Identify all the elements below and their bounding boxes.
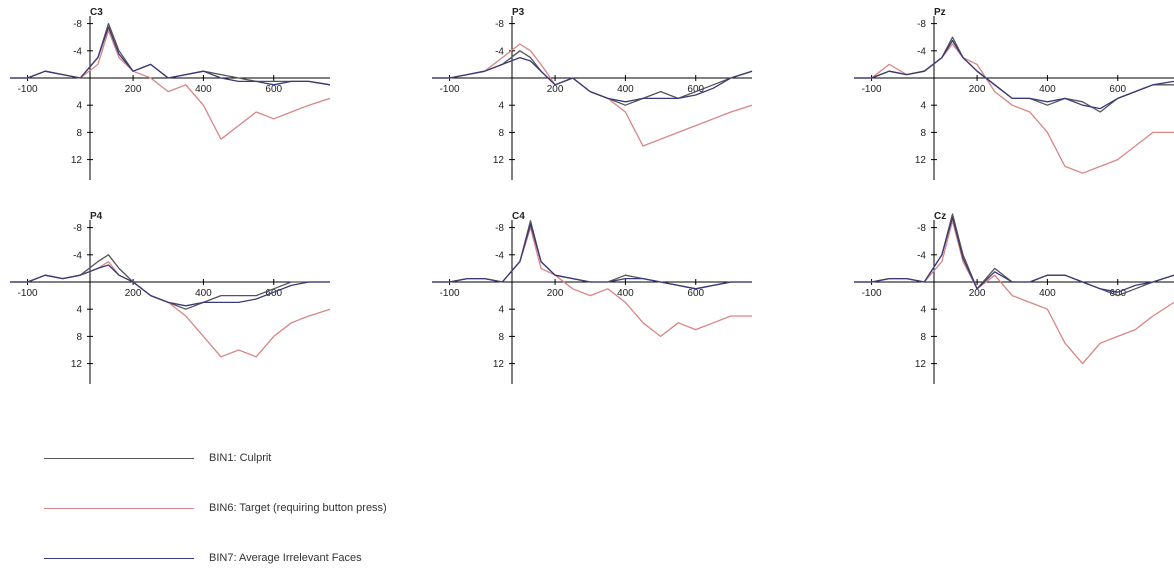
legend-item-irrelevant-faces: BIN7: Average Irrelevant Faces	[44, 548, 362, 568]
legend-label: BIN7: Average Irrelevant Faces	[209, 552, 362, 564]
legend-item-culprit: BIN1: Culprit	[44, 448, 271, 468]
panel-c3: C3 -8 -4 4 8 12 -100 200 400 600	[10, 7, 331, 180]
y-tick-label: 12	[915, 155, 927, 166]
y-tick-label: -8	[917, 19, 926, 30]
legend-swatch-target	[44, 507, 194, 509]
x-tick-label: 200	[547, 84, 564, 95]
series-line-p4-2	[10, 260, 331, 358]
series-line-p3-3	[432, 56, 753, 103]
panel-title: C4	[512, 211, 525, 222]
series-line-cz-1	[854, 213, 1174, 297]
y-tick-label: -4	[73, 250, 82, 261]
x-tick-label: 200	[547, 288, 564, 299]
legend-swatch-culprit	[44, 457, 194, 459]
y-tick-label: 8	[498, 128, 504, 139]
y-tick-label: 8	[498, 332, 504, 343]
erp-panel-grid: C3 -8 -4 4 8 12 -100 200 400 600 P3 -8 -4 4 8 12 -100 200…	[10, 7, 1174, 384]
x-tick-label: 400	[1039, 84, 1056, 95]
y-tick-label: -8	[495, 19, 504, 30]
series-line-pz-2	[854, 43, 1174, 174]
y-tick-label: -8	[73, 223, 82, 234]
y-tick-label: 4	[920, 305, 926, 316]
y-tick-label: 4	[76, 305, 82, 316]
x-tick-label: 200	[969, 84, 986, 95]
y-tick-label: 12	[493, 155, 505, 166]
x-tick-label: -100	[18, 84, 38, 95]
x-tick-label: -100	[440, 288, 460, 299]
panel-title: Cz	[934, 211, 946, 222]
x-tick-label: -100	[440, 84, 460, 95]
x-tick-label: 400	[195, 288, 212, 299]
y-tick-label: 4	[498, 101, 504, 112]
panel-pz: Pz -8 -4 4 8 12 -100 200 400 600	[854, 7, 1174, 180]
panel-title: P3	[512, 7, 525, 18]
x-tick-label: -100	[862, 84, 882, 95]
y-tick-label: 4	[920, 101, 926, 112]
series-line-pz-3	[854, 39, 1174, 110]
y-tick-label: -4	[73, 46, 82, 57]
y-tick-label: 8	[920, 128, 926, 139]
x-tick-label: 600	[265, 84, 282, 95]
y-tick-label: 8	[920, 332, 926, 343]
series-line-p4-3	[10, 264, 330, 307]
y-tick-label: 8	[76, 128, 82, 139]
y-tick-label: -4	[495, 250, 504, 261]
y-tick-label: 12	[71, 155, 83, 166]
panel-title: C3	[90, 7, 103, 18]
panel-c4: C4 -8 -4 4 8 12 -100 200 400 600	[432, 211, 752, 384]
series-line-p3-2	[432, 43, 753, 147]
panel-title: P4	[90, 211, 103, 222]
series-line-pz-1	[854, 36, 1174, 113]
legend-label: BIN6: Target (requiring button press)	[209, 502, 387, 514]
series-line-cz-3	[854, 216, 1174, 293]
y-tick-label: 4	[76, 101, 82, 112]
y-tick-label: -4	[495, 46, 504, 57]
legend: BIN1: Culprit BIN6: Target (requiring bu…	[44, 440, 644, 572]
x-tick-label: 400	[1039, 288, 1056, 299]
x-tick-label: 600	[1109, 288, 1126, 299]
legend-item-target: BIN6: Target (requiring button press)	[44, 498, 387, 518]
x-tick-label: 400	[617, 84, 634, 95]
series-line-c3-3	[10, 26, 331, 86]
y-tick-label: -4	[917, 250, 926, 261]
x-tick-label: 200	[125, 288, 142, 299]
x-tick-label: 600	[265, 288, 282, 299]
panel-title: Pz	[934, 7, 946, 18]
series-line-c3-1	[10, 22, 331, 86]
x-tick-label: 600	[687, 84, 704, 95]
y-tick-label: -8	[73, 19, 82, 30]
panel-p4: P4 -8 -4 4 8 12 -100 200 400 600	[10, 211, 331, 384]
y-tick-label: 12	[71, 359, 83, 370]
legend-swatch-irrelevant-faces	[44, 557, 194, 559]
y-tick-label: 12	[493, 359, 505, 370]
panel-p3: P3 -8 -4 4 8 12 -100 200 400 600	[432, 7, 753, 180]
y-tick-label: -8	[917, 223, 926, 234]
y-tick-label: -8	[495, 223, 504, 234]
x-tick-label: 200	[969, 288, 986, 299]
y-tick-label: 8	[76, 332, 82, 343]
panel-cz: Cz -8 -4 4 8 12 -100 200 400 600	[854, 211, 1174, 384]
x-tick-label: 400	[195, 84, 212, 95]
y-tick-label: 4	[498, 305, 504, 316]
legend-label: BIN1: Culprit	[209, 452, 272, 464]
x-tick-label: -100	[862, 288, 882, 299]
x-tick-label: 200	[125, 84, 142, 95]
x-tick-label: 600	[687, 288, 704, 299]
y-tick-label: 12	[915, 359, 927, 370]
x-tick-label: 600	[1109, 84, 1126, 95]
series-line-c4-3	[432, 223, 752, 290]
x-tick-label: 400	[617, 288, 634, 299]
x-tick-label: -100	[18, 288, 38, 299]
y-tick-label: -4	[917, 46, 926, 57]
